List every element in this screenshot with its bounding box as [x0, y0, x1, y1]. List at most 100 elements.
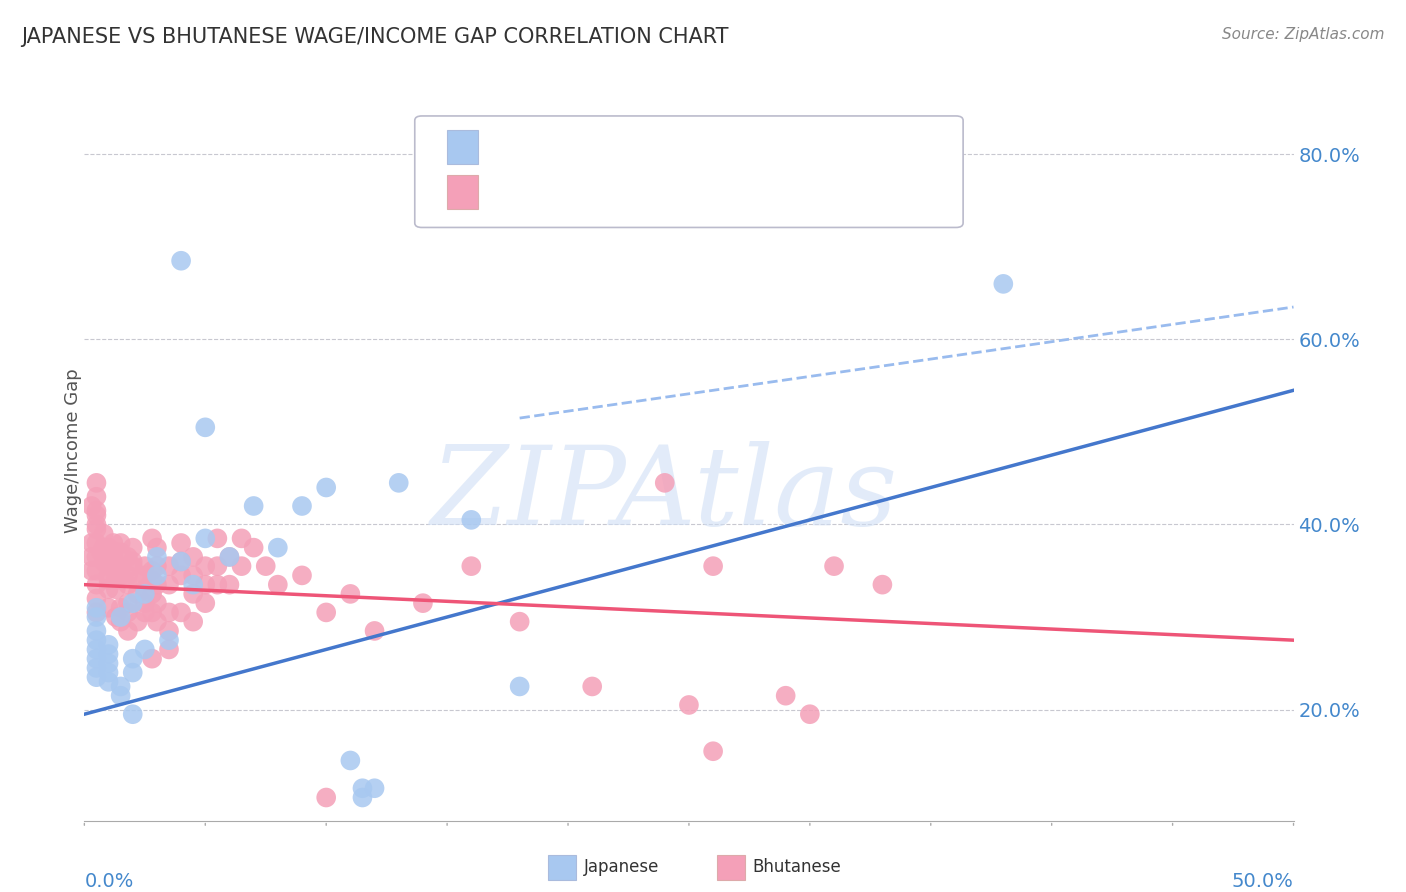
Point [181, 577, 204, 591]
Point [97, 573, 120, 587]
Point [104, 573, 127, 587]
Point [80, 549, 103, 564]
Point [103, 555, 125, 569]
Point [181, 568, 204, 582]
Point [110, 545, 132, 559]
Point [110, 689, 132, 703]
Point [86, 503, 108, 517]
Point [93, 526, 115, 541]
Point [97, 541, 120, 555]
Point [194, 596, 217, 610]
Point [146, 615, 169, 629]
Point [86, 549, 108, 564]
Point [291, 499, 314, 513]
Point [194, 577, 217, 591]
Text: 50.0%: 50.0% [1232, 871, 1294, 890]
Point [97, 600, 120, 615]
Point [86, 610, 108, 624]
Point [146, 559, 169, 574]
Point [80, 536, 103, 550]
Point [141, 587, 163, 601]
Point [207, 532, 229, 546]
Point [702, 744, 724, 758]
Point [315, 606, 337, 620]
Point [86, 475, 108, 490]
Point [110, 615, 132, 629]
Point [86, 633, 108, 648]
Point [86, 577, 108, 591]
Point [702, 559, 724, 574]
Point [146, 541, 169, 555]
Point [104, 610, 127, 624]
Point [157, 577, 180, 591]
Point [103, 536, 125, 550]
Point [117, 596, 139, 610]
Point [218, 549, 240, 564]
Point [170, 536, 193, 550]
Point [86, 522, 108, 536]
Point [117, 549, 139, 564]
Point [157, 642, 180, 657]
Point [231, 559, 253, 574]
Point [460, 513, 482, 527]
Point [157, 633, 180, 648]
Point [134, 559, 156, 574]
Point [194, 532, 217, 546]
Point [110, 568, 132, 582]
Point [86, 517, 108, 532]
Point [170, 606, 193, 620]
Text: Source: ZipAtlas.com: Source: ZipAtlas.com [1222, 27, 1385, 42]
Point [799, 707, 821, 722]
Point [93, 555, 115, 569]
Point [86, 564, 108, 578]
Text: Japanese: Japanese [583, 858, 659, 876]
Point [170, 555, 193, 569]
Point [254, 559, 277, 574]
Point [86, 600, 108, 615]
Point [86, 508, 108, 523]
Point [117, 624, 139, 638]
Point [121, 555, 143, 569]
Point [90, 545, 112, 559]
Point [110, 680, 132, 694]
Point [339, 587, 361, 601]
Point [97, 638, 120, 652]
Point [134, 587, 156, 601]
Text: Bhutanese: Bhutanese [752, 858, 841, 876]
Point [678, 698, 700, 712]
Point [110, 610, 132, 624]
Point [654, 475, 676, 490]
Point [242, 499, 264, 513]
Point [110, 536, 132, 550]
Point [127, 573, 149, 587]
Point [157, 606, 180, 620]
Point [363, 624, 385, 638]
Point [775, 689, 797, 703]
Point [121, 707, 143, 722]
Point [134, 606, 156, 620]
Point [93, 541, 115, 555]
Point [86, 651, 108, 665]
Point [121, 596, 143, 610]
Point [181, 549, 204, 564]
Point [146, 577, 169, 591]
Point [97, 582, 120, 597]
Point [509, 680, 531, 694]
Text: ZIPAtlas: ZIPAtlas [432, 442, 898, 549]
Point [86, 661, 108, 675]
Point [121, 559, 143, 574]
Point [170, 568, 193, 582]
Point [80, 499, 103, 513]
Point [146, 596, 169, 610]
Point [267, 541, 290, 555]
Point [352, 781, 374, 796]
Point [141, 564, 163, 578]
Point [509, 615, 531, 629]
Point [134, 642, 156, 657]
Point [86, 536, 108, 550]
Point [97, 665, 120, 680]
Point [339, 754, 361, 768]
Point [134, 582, 156, 597]
Point [194, 420, 217, 434]
Point [267, 577, 290, 591]
